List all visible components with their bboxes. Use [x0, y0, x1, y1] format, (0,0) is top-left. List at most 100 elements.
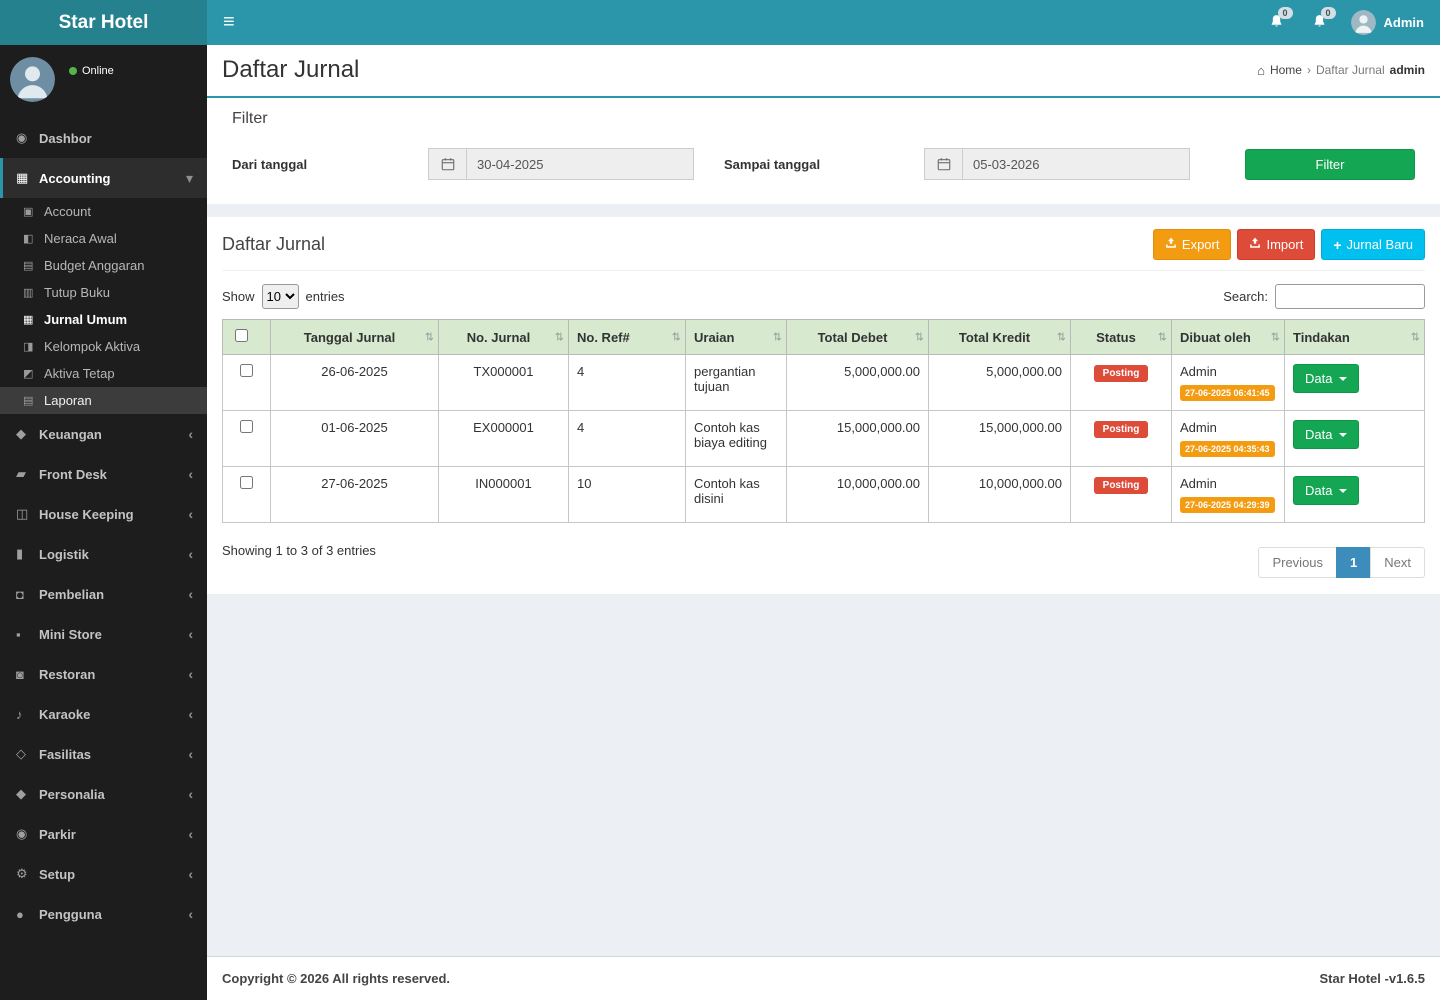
sidebar-item-laporan[interactable]: ▤ Laporan — [0, 387, 207, 414]
dashboard-icon: ◉ — [16, 130, 28, 145]
sidebar-item-pembelian[interactable]: ◘ Pembelian ‹ — [16, 586, 193, 602]
sidebar-item-house-keeping[interactable]: ◫ House Keeping ‹ — [16, 506, 193, 522]
notification-count-badge: 0 — [1277, 7, 1293, 19]
column-header-total-kredit[interactable]: Total Kredit ⇅ — [928, 319, 1071, 355]
cell-no-jurnal: IN000001 — [438, 466, 569, 523]
column-header-dibuat-oleh[interactable]: Dibuat oleh ⇅ — [1171, 319, 1285, 355]
sidebar-item-pengguna[interactable]: ● Pengguna ‹ — [16, 906, 193, 922]
notifications-button[interactable]: 0 — [1255, 0, 1298, 45]
column-header-no-ref[interactable]: No. Ref# ⇅ — [568, 319, 686, 355]
sidebar-menu: ◉ Dashbor ▦ Accounting ▾ ▣ Account ◧ Ner… — [0, 118, 207, 934]
pagination-page-1-button[interactable]: 1 — [1336, 547, 1372, 578]
sidebar-item-kelompok-aktiva[interactable]: ◨ Kelompok Aktiva — [23, 339, 141, 354]
caret-down-icon — [1339, 376, 1348, 381]
sidebar-item-restoran[interactable]: ◙ Restoran ‹ — [16, 666, 193, 682]
column-header-tindakan[interactable]: Tindakan ⇅ — [1284, 319, 1425, 355]
data-dropdown-button[interactable]: Data — [1293, 364, 1360, 393]
main-content: Daftar Jurnal ⌂ Home › Daftar Jurnal admi… — [207, 45, 1440, 1000]
cell-dibuat-oleh: Admin 27-06-2025 04:29:39 — [1171, 466, 1285, 523]
cell-total-debet: 10,000,000.00 — [786, 466, 929, 523]
fasilitas-icon: ◇ — [16, 746, 26, 761]
sidebar-item-front-desk[interactable]: ▰ Front Desk ‹ — [16, 466, 193, 482]
pagination-next-button[interactable]: Next — [1370, 547, 1425, 578]
breadcrumb-separator: › — [1306, 63, 1311, 77]
row-checkbox[interactable] — [240, 420, 253, 433]
entries-select[interactable]: 10 — [261, 284, 299, 309]
sidebar-item-tutup-buku[interactable]: ▥ Tutup Buku — [23, 285, 111, 300]
chevron-left-icon: ‹ — [188, 906, 193, 922]
chevron-left-icon: ‹ — [188, 746, 193, 762]
sidebar-toggle-hamburger-icon[interactable]: ≡ — [223, 11, 235, 33]
home-icon: ⌂ — [1257, 62, 1265, 78]
version-text: Star Hotel -v1.6.5 — [1319, 971, 1426, 986]
sidebar-item-parkir[interactable]: ◉ Parkir ‹ — [16, 826, 193, 842]
sidebar-item-budget-anggaran[interactable]: ▤ Budget Anggaran — [23, 258, 145, 273]
pembelian-icon: ◘ — [16, 586, 24, 602]
column-header-status[interactable]: Status ⇅ — [1070, 319, 1172, 355]
aktiva-tetap-icon: ◩ — [23, 368, 34, 380]
bell-icon — [1312, 14, 1327, 32]
sidebar-item-keuangan[interactable]: ◆ Keuangan ‹ — [16, 426, 193, 442]
select-all-checkbox[interactable] — [235, 329, 248, 342]
sidebar-item-neraca-awal[interactable]: ◧ Neraca Awal — [23, 231, 117, 246]
data-dropdown-button[interactable]: Data — [1293, 476, 1360, 505]
sidebar-item-jurnal-umum[interactable]: ▦ Jurnal Umum — [23, 312, 128, 327]
sidebar-item-mini-store[interactable]: ▪ Mini Store ‹ — [16, 626, 193, 642]
sidebar-item-account[interactable]: ▣ Account — [23, 204, 91, 219]
table-row: 26-06-2025 TX000001 4 pergantian tujuan … — [222, 354, 1425, 411]
alerts-button[interactable]: 0 — [1298, 0, 1341, 45]
pagination: Previous 1 Next — [1258, 547, 1425, 578]
row-checkbox[interactable] — [240, 476, 253, 489]
sidebar-item-accounting[interactable]: ▦ Accounting ▾ — [0, 158, 207, 198]
to-date-input[interactable] — [962, 148, 1190, 180]
breadcrumb-home-link[interactable]: Home — [1269, 63, 1302, 77]
keuangan-icon: ◆ — [16, 426, 26, 441]
content-header: Daftar Jurnal ⌂ Home › Daftar Jurnal admi… — [207, 45, 1440, 96]
export-button[interactable]: Export — [1152, 229, 1232, 260]
bell-icon — [1269, 14, 1284, 32]
filter-button[interactable]: Filter — [1245, 148, 1415, 180]
app-logo[interactable]: Star Hotel — [0, 0, 207, 45]
status-badge: Posting — [1093, 477, 1149, 494]
column-header-tanggal[interactable]: Tanggal Jurnal ⇅ — [270, 319, 439, 355]
from-date-input[interactable] — [466, 148, 694, 180]
data-dropdown-button[interactable]: Data — [1293, 420, 1360, 449]
budget-icon: ▤ — [23, 260, 34, 272]
accounting-icon: ▦ — [16, 170, 29, 185]
sidebar-item-logistik[interactable]: ▮ Logistik ‹ — [16, 546, 193, 562]
sort-icon: ⇅ — [424, 331, 434, 344]
house-keeping-icon: ◫ — [16, 506, 29, 521]
sidebar-item-setup[interactable]: ⚙ Setup ‹ — [16, 866, 193, 882]
sidebar-item-fasilitas[interactable]: ◇ Fasilitas ‹ — [16, 746, 193, 762]
pagination-previous-button[interactable]: Previous — [1258, 547, 1338, 578]
cell-no-ref: 10 — [568, 466, 686, 523]
new-journal-button[interactable]: + Jurnal Baru — [1321, 229, 1425, 260]
breadcrumb-current: Daftar Jurnal — [1315, 63, 1385, 77]
journal-table: Tanggal Jurnal ⇅ No. Jurnal ⇅ No. Ref# ⇅ Ur… — [222, 319, 1425, 523]
journal-panel-title: Daftar Jurnal — [222, 234, 326, 254]
sort-icon: ⇅ — [1056, 331, 1066, 344]
user-menu-button[interactable]: Admin — [1341, 0, 1440, 45]
import-button[interactable]: Import — [1237, 229, 1316, 260]
column-header-no-jurnal[interactable]: No. Jurnal ⇅ — [438, 319, 569, 355]
timestamp-badge: 27-06-2025 04:35:43 — [1180, 441, 1275, 457]
online-status-icon — [69, 67, 77, 75]
sidebar-item-karaoke[interactable]: ♪ Karaoke ‹ — [16, 706, 193, 722]
chevron-left-icon: ‹ — [188, 666, 193, 682]
search-input[interactable] — [1275, 284, 1425, 309]
tutup-buku-icon: ▥ — [23, 287, 34, 299]
sidebar-item-personalia[interactable]: ◆ Personalia ‹ — [16, 786, 193, 802]
from-date-label: Dari tanggal — [232, 156, 308, 172]
sidebar-item-aktiva-tetap[interactable]: ◩ Aktiva Tetap — [23, 366, 115, 381]
chevron-left-icon: ‹ — [188, 546, 193, 562]
journal-panel: Daftar Jurnal Export Import + Jurnal Bar… — [207, 217, 1440, 594]
plus-icon: + — [1333, 236, 1342, 253]
copyright-text: Copyright © 2026 All rights reserved. — [222, 971, 451, 986]
sidebar-item-dashboard[interactable]: ◉ Dashbor — [16, 130, 92, 146]
column-header-total-debet[interactable]: Total Debet ⇅ — [786, 319, 929, 355]
cell-tanggal: 27-06-2025 — [270, 466, 439, 523]
top-navbar: Star Hotel ≡ 0 0 — [0, 0, 1440, 45]
row-checkbox[interactable] — [240, 364, 253, 377]
neraca-awal-icon: ◧ — [23, 233, 34, 245]
column-header-uraian[interactable]: Uraian ⇅ — [685, 319, 787, 355]
